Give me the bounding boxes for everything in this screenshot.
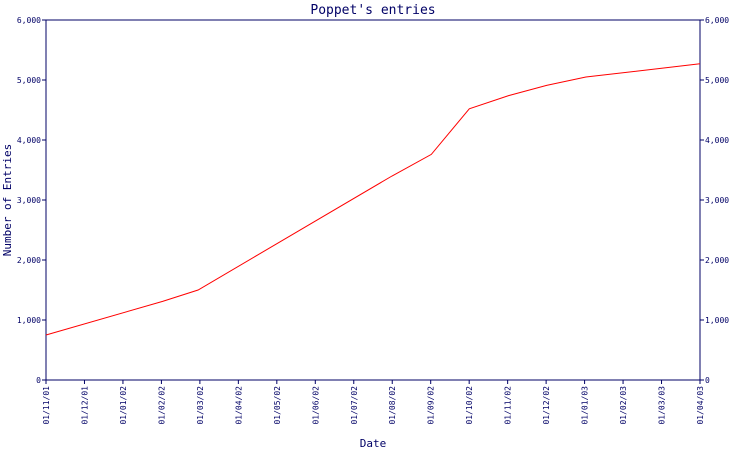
y-tick-label-right: 0: [705, 376, 710, 385]
x-tick-label: 01/02/03: [619, 386, 628, 425]
y-tick-label-left: 0: [36, 376, 41, 385]
y-tick-label-right: 3,000: [705, 196, 729, 205]
x-tick-label: 01/01/03: [581, 386, 590, 425]
x-tick-label: 01/03/03: [658, 386, 667, 425]
y-tick-label-right: 6,000: [705, 16, 729, 25]
x-tick-label: 01/04/02: [234, 386, 243, 425]
x-tick-label: 01/11/01: [42, 386, 51, 425]
y-tick-label-left: 6,000: [17, 16, 41, 25]
y-axis-label: Number of Entries: [1, 144, 14, 257]
x-tick-label: 01/08/02: [388, 386, 397, 425]
y-tick-label-left: 4,000: [17, 136, 41, 145]
y-tick-label-right: 4,000: [705, 136, 729, 145]
plot-area: 0 0 1,000 1,000 2,000 2,000 3,000 3,000 4,000 4,0…: [17, 16, 729, 425]
x-tick-label: 01/06/02: [311, 386, 320, 425]
y-tick-label-right: 1,000: [705, 316, 729, 325]
y-tick-label-left: 3,000: [17, 196, 41, 205]
y-tick-label-right: 5,000: [705, 76, 729, 85]
x-tick-label: 01/12/01: [80, 386, 89, 425]
x-tick-label: 01/11/02: [504, 386, 513, 425]
series-line: [46, 64, 700, 335]
x-tick-label: 01/02/02: [157, 386, 166, 425]
y-tick-label-right: 2,000: [705, 256, 729, 265]
y-tick-label-left: 2,000: [17, 256, 41, 265]
x-tick-label: 01/01/02: [119, 386, 128, 425]
y-tick-label-left: 5,000: [17, 76, 41, 85]
chart-title: Poppet's entries: [310, 3, 435, 18]
x-tick-label: 01/05/02: [273, 386, 282, 425]
x-tick-label: 01/10/02: [465, 386, 474, 425]
x-tick-label: 01/03/02: [196, 386, 205, 425]
plot-frame: [46, 20, 700, 380]
x-tick-label: 01/12/02: [542, 386, 551, 425]
x-tick-label: 01/04/03: [696, 386, 705, 425]
y-tick-label-left: 1,000: [17, 316, 41, 325]
x-tick-label: 01/09/02: [427, 386, 436, 425]
x-tick-label: 01/07/02: [350, 386, 359, 425]
x-axis-label: Date: [360, 437, 387, 450]
